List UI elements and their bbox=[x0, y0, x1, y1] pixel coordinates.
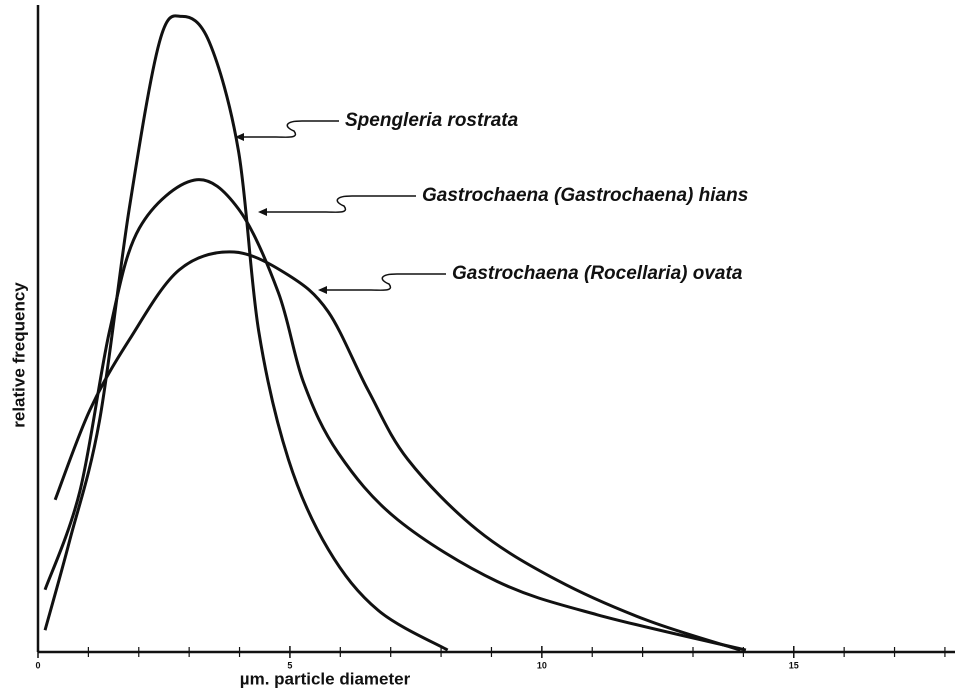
x-tick-label: 15 bbox=[789, 660, 799, 670]
x-axis-label: µm. particle diameter bbox=[240, 669, 411, 688]
x-tick-label: 10 bbox=[537, 660, 547, 670]
series-label: Gastrochaena (Rocellaria) ovata bbox=[452, 263, 743, 284]
arrow-head bbox=[318, 286, 327, 294]
x-tick-label: 0 bbox=[35, 660, 40, 670]
arrow-head bbox=[235, 133, 244, 141]
annotation-arrow bbox=[237, 120, 339, 138]
y-axis-label: relative frequency bbox=[9, 282, 28, 428]
series-line bbox=[53, 250, 741, 652]
series-label: Gastrochaena (Gastrochaena) hians bbox=[422, 185, 748, 206]
series-line bbox=[43, 14, 449, 652]
annotation-arrow bbox=[260, 195, 416, 213]
x-tick-label: 5 bbox=[287, 660, 292, 670]
arrow-head bbox=[258, 208, 267, 216]
annotation-arrow bbox=[320, 273, 446, 291]
series-label: Spengleria rostrata bbox=[345, 110, 519, 131]
series-line bbox=[43, 178, 747, 652]
